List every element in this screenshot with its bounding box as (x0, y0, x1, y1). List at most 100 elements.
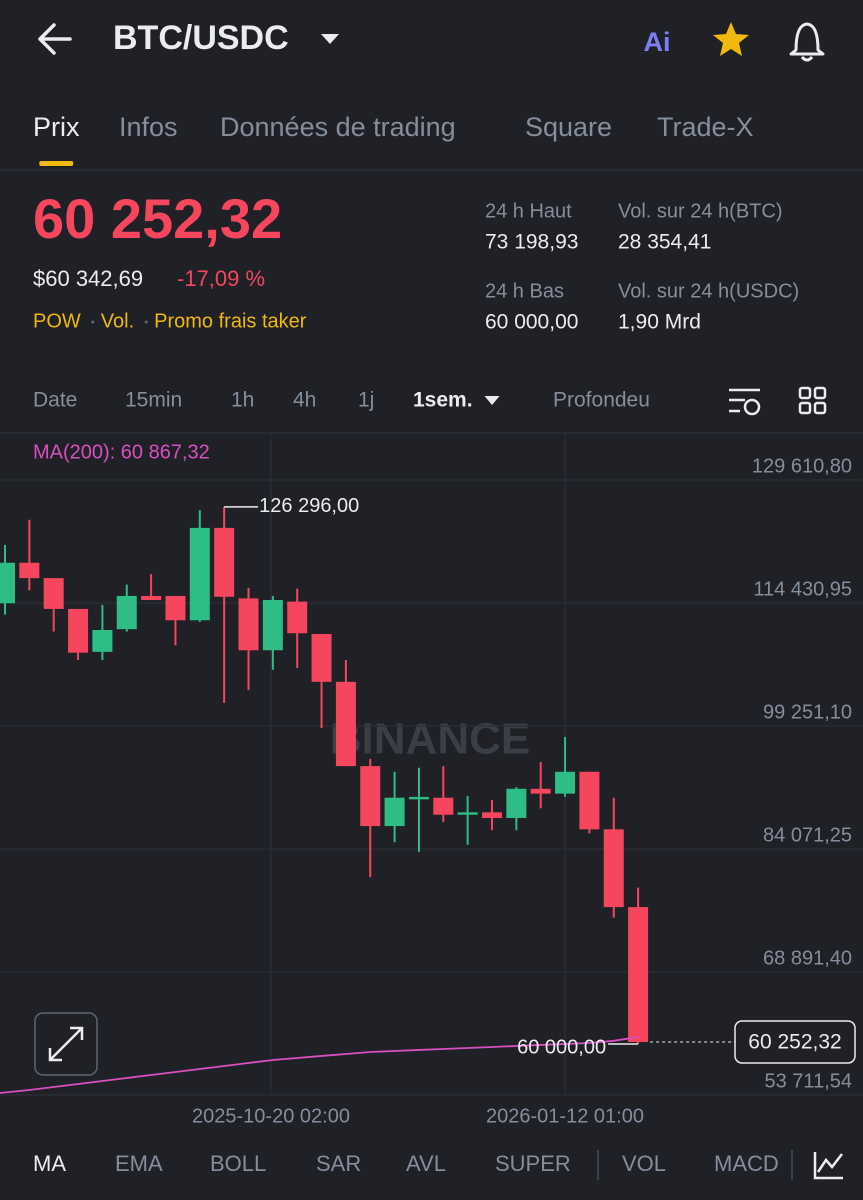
candle-body (457, 812, 478, 815)
ma-line (0, 1036, 639, 1094)
interval[interactable]: Profondeu (553, 389, 650, 412)
tab[interactable]: Prix (33, 112, 80, 142)
indicator[interactable]: MA (33, 1151, 66, 1176)
candle-body (238, 598, 259, 651)
last-price-box (734, 1020, 856, 1064)
tab[interactable]: Données de trading (220, 112, 456, 142)
tag[interactable]: Promo frais taker (154, 310, 307, 332)
last-price: 60 252,32 (33, 187, 282, 250)
candle-body (189, 527, 210, 621)
tag-separator (144, 320, 148, 324)
indicator[interactable]: SUPER (495, 1151, 571, 1176)
stat-value: 1,90 Mrd (618, 311, 701, 334)
stat-label: Vol. sur 24 h(BTC) (618, 200, 783, 222)
y-tick-label: 99 251,10 (763, 701, 852, 723)
candlestick-chart: BINANCE 129 610,80 114 430,95 99 251,10 84 0… (0, 433, 863, 1127)
layout-icon (798, 401, 812, 415)
layout-icon (798, 386, 812, 400)
stat-value: 73 198,93 (485, 231, 578, 254)
tab[interactable]: Infos (119, 112, 178, 142)
pair-title[interactable]: BTC/USDC (113, 19, 289, 57)
candle-body (165, 595, 186, 621)
candle-body (360, 766, 381, 827)
stats-grid: 24 h Haut 73 198,93 Vol. sur 24 h(BTC) 28 3… (485, 200, 799, 333)
high-label: 126 296,00 (259, 495, 359, 517)
chart-tools-button[interactable] (813, 1152, 843, 1180)
indicator[interactable]: AVL (406, 1151, 446, 1176)
candle-body (579, 771, 600, 830)
indicator[interactable]: VOL (622, 1151, 666, 1176)
candle-body (116, 595, 137, 630)
interval[interactable]: 1sem. (413, 389, 473, 412)
x-tick-label: 2025-10-20 02:00 (192, 1105, 350, 1127)
settings-icon (743, 398, 761, 416)
candle-body (335, 681, 356, 767)
notification-bell[interactable] (789, 22, 825, 62)
indicator[interactable]: SAR (316, 1151, 361, 1176)
price-change: -17,09 % (177, 266, 265, 291)
y-tick-label: 53 711,54 (765, 1070, 853, 1092)
tab-underline (39, 161, 74, 166)
candle-body (384, 797, 405, 827)
interval[interactable]: 15min (125, 389, 182, 412)
candle-body (311, 634, 332, 682)
tab[interactable]: Trade-X (657, 112, 754, 142)
candle-body (603, 829, 624, 908)
y-tick-label: 114 430,95 (753, 578, 852, 600)
candle-body (0, 562, 15, 604)
back-arrow (38, 23, 72, 55)
stat-value: 28 354,41 (618, 231, 711, 254)
layout-icon (813, 386, 827, 400)
interval[interactable]: 1j (358, 389, 374, 412)
tab-bar: Prix Infos Données de trading Square Trade-X (33, 112, 754, 166)
candle-body (482, 812, 502, 818)
tag-row: POW Vol. Promo frais taker (33, 310, 307, 332)
back-button[interactable] (38, 23, 72, 55)
y-tick-label: 84 071,25 (763, 824, 852, 846)
candle-body (433, 797, 454, 815)
indicator[interactable]: EMA (115, 1151, 163, 1176)
x-tick-label: 2026-01-12 01:00 (486, 1105, 644, 1127)
tag[interactable]: Vol. (101, 310, 134, 332)
y-tick-label: 129 610,80 (752, 455, 852, 477)
interval[interactable]: 4h (293, 389, 316, 412)
indicator-bar: MA EMA BOLL SAR AVL SUPER VOL MACD (33, 1151, 779, 1176)
last-price-label: 60 252,32 (748, 1031, 841, 1054)
interval[interactable]: 1h (231, 389, 254, 412)
tab[interactable]: Square (525, 112, 612, 142)
chart-settings-button[interactable] (729, 388, 761, 416)
candle-body (262, 600, 283, 651)
candle-body (530, 788, 551, 794)
tag-separator (91, 320, 95, 324)
tag[interactable]: POW (33, 310, 81, 332)
interval-bar: Date 15min 1h 4h 1j 1sem. Profondeu (33, 389, 650, 412)
settings-icon (729, 388, 760, 413)
candle-body (506, 788, 527, 818)
candle-body (287, 601, 308, 634)
interval[interactable]: Date (33, 389, 77, 412)
stat-value: 60 000,00 (485, 311, 578, 334)
candle-body (43, 578, 64, 609)
interval-dropdown[interactable] (484, 396, 500, 405)
fullscreen-button[interactable] (34, 1012, 98, 1076)
y-tick-label: 68 891,40 (763, 947, 852, 969)
stat-label: 24 h Bas (485, 280, 564, 302)
candle-body (408, 796, 429, 800)
layout-button[interactable] (798, 386, 827, 415)
layout-icon (813, 401, 827, 415)
watermark: BINANCE (330, 715, 530, 764)
pair-dropdown[interactable] (321, 34, 339, 44)
ai-button[interactable]: Ai (644, 27, 671, 57)
candle-body (68, 608, 89, 653)
candle-body (214, 527, 235, 597)
indicator[interactable]: MACD (714, 1151, 779, 1176)
usd-price: $60 342,69 (33, 266, 143, 291)
candle-body (141, 595, 162, 601)
indicator[interactable]: BOLL (210, 1151, 266, 1176)
ma-label: MA(200): 60 867,32 (33, 441, 210, 463)
candle-body (628, 907, 649, 1043)
favorite-star[interactable] (713, 22, 749, 56)
button-frame (34, 1012, 98, 1076)
